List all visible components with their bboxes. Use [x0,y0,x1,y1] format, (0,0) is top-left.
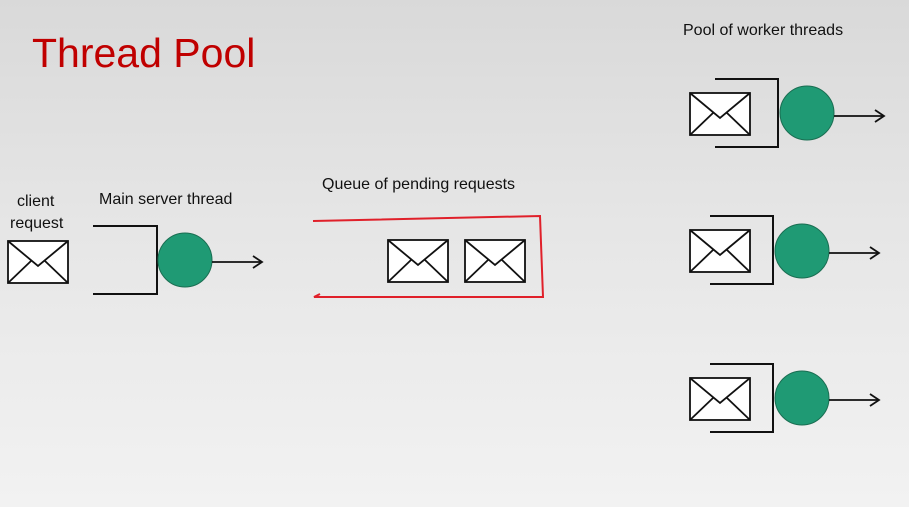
worker-thread-circle-icon [779,85,835,141]
client-label-line2: request [10,215,64,232]
worker-thread-1 [689,78,885,148]
worker-envelope-icon [689,92,751,136]
page-title: Thread Pool [32,30,256,76]
worker-arrow-icon [828,393,880,407]
main-thread-label: Main server thread [99,191,233,208]
worker-thread-3 [689,363,880,433]
main-thread-arrow-icon [211,255,263,269]
queue-label: Queue of pending requests [322,176,516,193]
pool-label: Pool of worker threads [683,22,844,39]
worker-arrow-icon [833,109,885,123]
worker-thread-2 [689,215,880,285]
main-thread-bracket [93,225,158,295]
queued-request-envelope-icon [464,239,526,283]
worker-envelope-icon [689,229,751,273]
worker-arrow-icon [828,246,880,260]
worker-envelope-icon [689,377,751,421]
queue-box [312,214,545,298]
client-label-line1: client [17,193,55,210]
worker-thread-circle-icon [774,223,830,279]
queued-request-envelope-icon [387,239,449,283]
main-thread-circle-icon [157,232,213,288]
client-request-envelope-icon [7,240,69,284]
worker-thread-circle-icon [774,370,830,426]
